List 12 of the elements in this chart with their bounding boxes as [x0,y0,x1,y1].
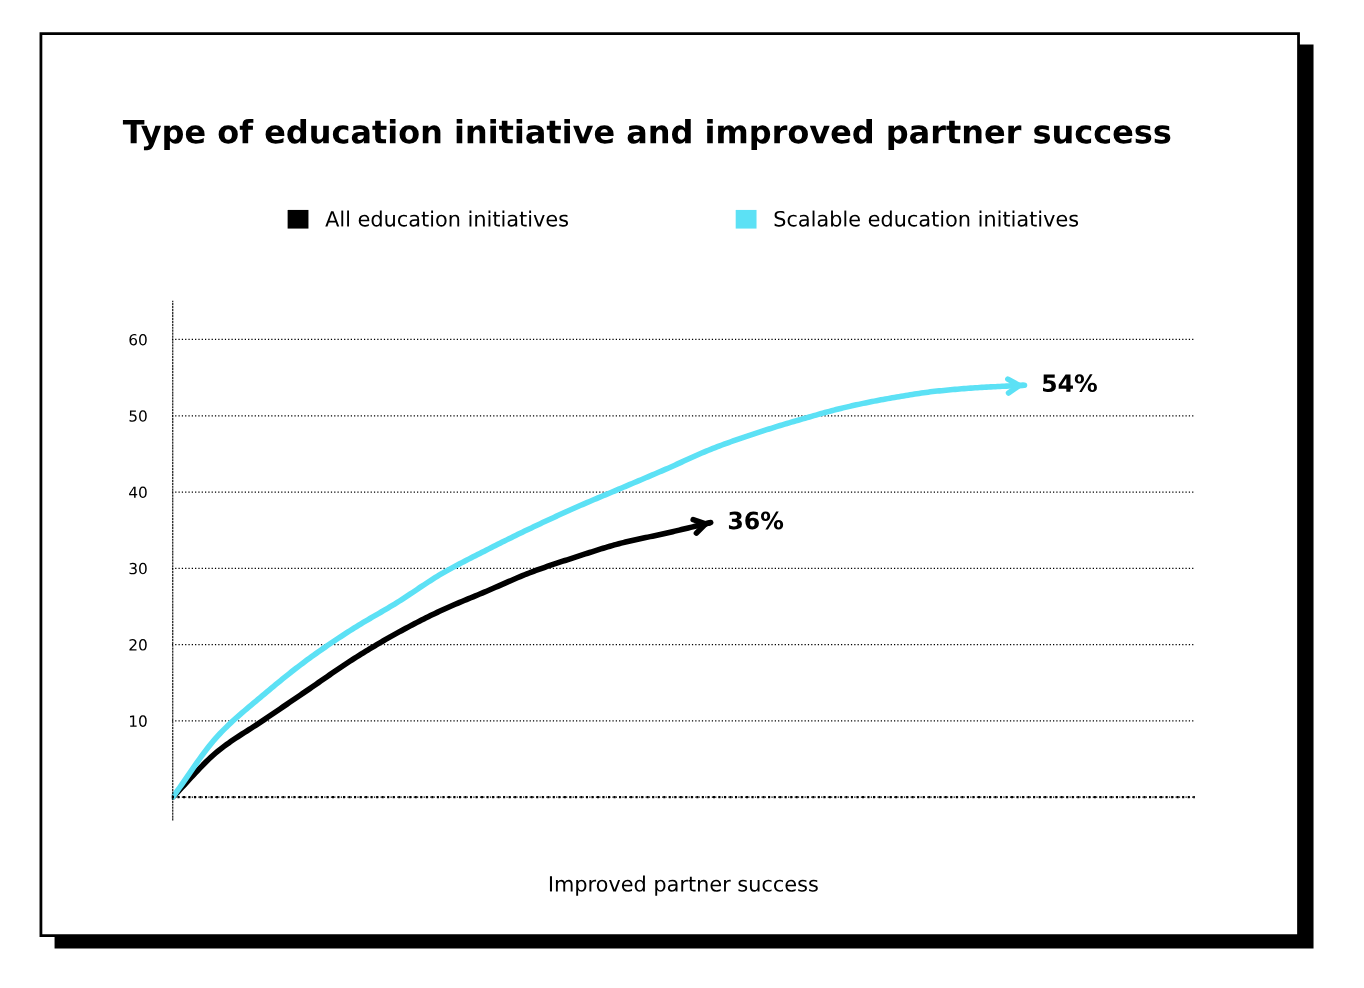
chart-title: Type of education initiative and improved partner success [122,118,1171,151]
y-tick-label: 30 [129,562,147,575]
legend-label: Scalable education initiatives [774,210,1079,227]
y-tick-label: 50 [129,410,147,422]
y-tick-label: 10 [130,715,147,727]
y-tick-label: 60 [129,333,147,346]
data-label: 36% [728,511,784,530]
data-label: 54% [1043,374,1097,393]
legend-label: All education initiatives [325,210,569,227]
x-axis-title: Improved partner success [549,875,818,896]
y-tick-label: 40 [129,486,147,499]
y-tick-label: 20 [129,639,147,651]
